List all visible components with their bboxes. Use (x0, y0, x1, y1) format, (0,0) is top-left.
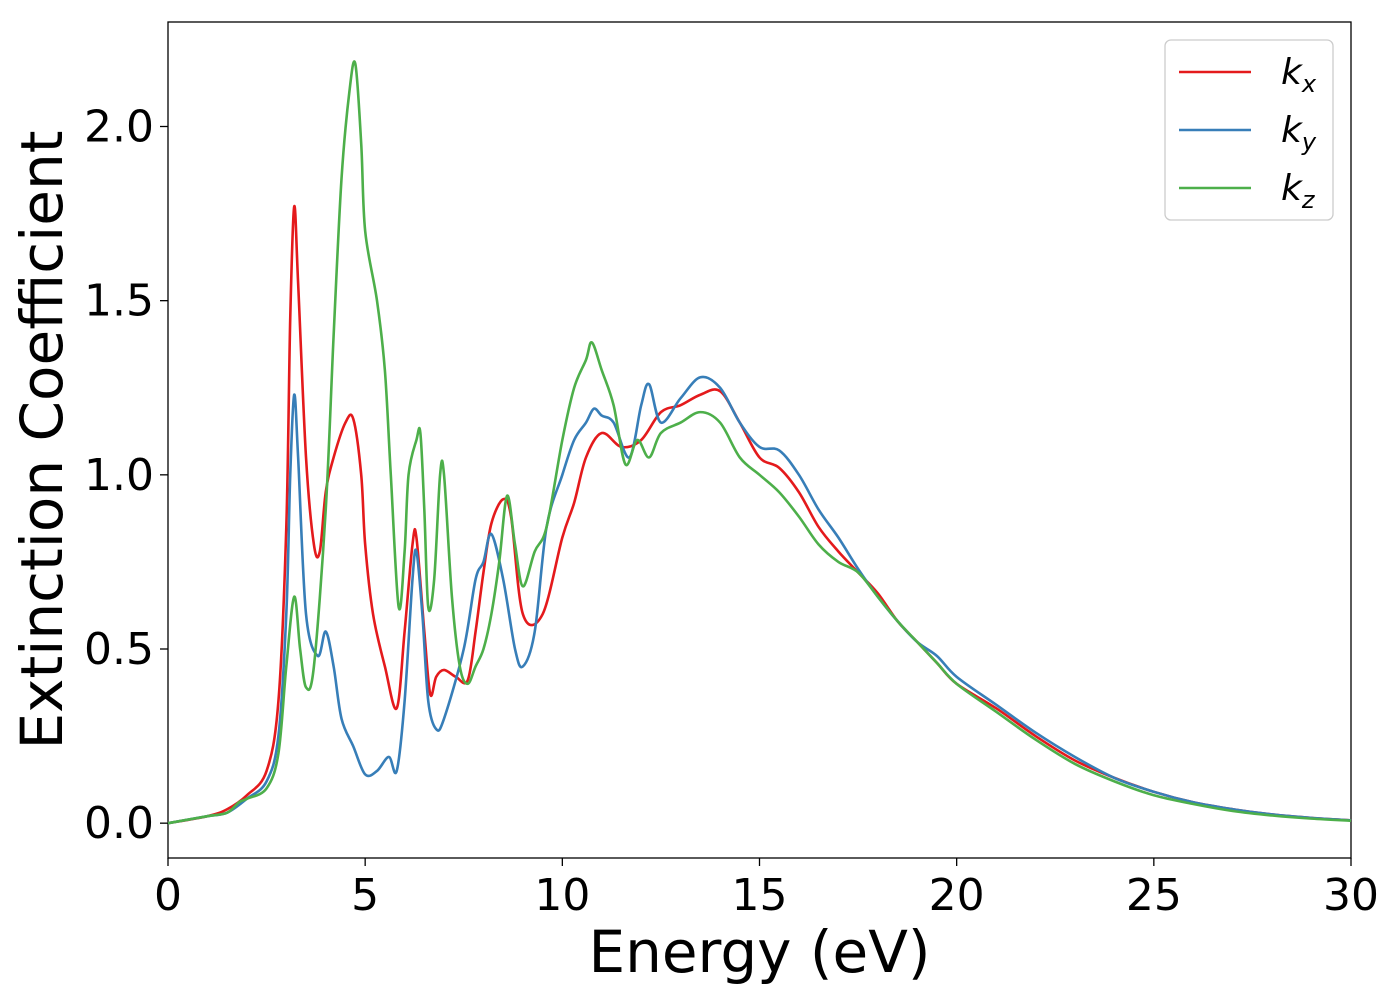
legend-label-ky: ky (1281, 110, 1317, 156)
y-tick-label: 2.0 (84, 102, 154, 153)
legend-label-kz: kz (1281, 168, 1316, 214)
x-axis-ticks: 0 5 10 15 20 25 30 (154, 858, 1379, 921)
legend: kx ky kz (1164, 39, 1334, 221)
y-tick-label: 1.0 (84, 450, 154, 501)
x-tick-label: 30 (1323, 870, 1379, 921)
x-tick-label: 10 (534, 870, 590, 921)
y-tick-label: 1.5 (84, 276, 154, 327)
series-line-kz (167, 60, 1352, 825)
series-line-ky (167, 375, 1352, 825)
x-tick-label: 25 (1126, 870, 1182, 921)
x-tick-label: 15 (732, 870, 788, 921)
x-tick-label: 20 (929, 870, 985, 921)
y-tick-label: 0.0 (84, 798, 154, 849)
x-tick-label: 0 (154, 870, 182, 921)
y-axis-ticks: 0.0 0.5 1.0 1.5 2.0 (84, 102, 168, 849)
y-axis-label: Extinction Coefficient (8, 131, 76, 750)
x-axis-label: Energy (eV) (588, 918, 930, 986)
x-tick-label: 5 (351, 870, 379, 921)
legend-label-kx: kx (1281, 52, 1317, 98)
series-layer (167, 60, 1352, 825)
y-tick-label: 0.5 (84, 624, 154, 675)
